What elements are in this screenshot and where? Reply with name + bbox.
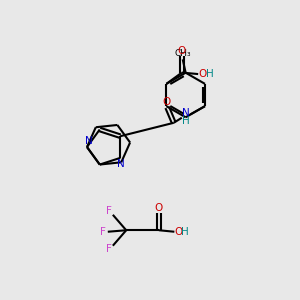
Text: H: H [182,116,190,126]
Text: N: N [182,108,190,118]
Text: O: O [155,203,163,213]
Text: O: O [174,227,182,237]
Text: F: F [100,227,105,237]
Text: H: H [182,227,189,237]
Text: O: O [198,69,206,79]
Text: H: H [206,69,213,79]
Text: F: F [106,206,112,216]
Text: N: N [117,158,125,169]
Text: CH₃: CH₃ [174,50,191,58]
Text: N: N [85,136,92,146]
Text: O: O [162,97,170,107]
Text: F: F [106,244,112,254]
Text: O: O [178,46,186,56]
